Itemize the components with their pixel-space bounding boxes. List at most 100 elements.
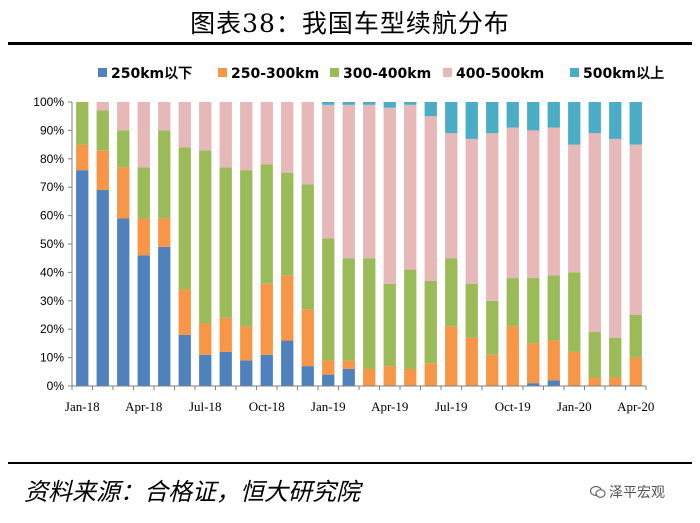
bar-segment — [486, 133, 499, 301]
bar-segment — [260, 354, 273, 386]
bar-segment — [383, 107, 396, 284]
bar-segment — [486, 354, 499, 386]
bar-segment — [158, 102, 171, 131]
bar-segment — [76, 170, 89, 386]
bar-segment — [486, 300, 499, 355]
bar-segment — [137, 255, 150, 386]
x-tick-label: Apr-19 — [371, 399, 408, 414]
bar-segment — [547, 127, 560, 276]
bar-segment — [199, 150, 212, 324]
bar-segment — [301, 366, 314, 386]
bar-segment — [445, 258, 458, 327]
bar-segment — [383, 283, 396, 367]
bar-segment — [568, 102, 581, 145]
bar-segment — [506, 102, 519, 128]
bar-segment — [117, 130, 130, 168]
y-tick-label: 0% — [47, 379, 65, 393]
bar-segment — [281, 340, 294, 386]
bar-segment — [322, 238, 335, 361]
x-tick-label: Jan-20 — [557, 399, 592, 414]
bar-segment — [445, 326, 458, 386]
bar-segment — [568, 351, 581, 386]
legend-label: 400-500km — [456, 66, 544, 82]
bar-segment — [342, 104, 355, 259]
bar-segment — [137, 218, 150, 256]
watermark-text: 泽平宏观 — [609, 485, 665, 501]
bar-segment — [158, 246, 171, 386]
x-tick-label: Jan-18 — [65, 399, 100, 414]
bar-segment — [588, 133, 601, 333]
title-divider — [8, 42, 692, 45]
legend-label: 250-300km — [231, 66, 319, 82]
y-tick-label: 100% — [33, 95, 64, 109]
y-tick-label: 70% — [40, 180, 64, 194]
bar-segment — [178, 102, 191, 148]
bar-segment — [527, 130, 540, 279]
bar-segment — [178, 334, 191, 386]
watermark: 泽平宏观 — [590, 482, 665, 502]
bar-segment — [178, 147, 191, 290]
bar-segment — [404, 269, 417, 369]
legend-label: 500km以上 — [583, 66, 664, 82]
bar-segment — [568, 144, 581, 273]
bar-segment — [629, 315, 642, 358]
legend-swatch — [570, 68, 579, 77]
legend-swatch — [218, 68, 227, 77]
bar-segment — [219, 102, 232, 168]
bar-segment — [219, 351, 232, 386]
bar-segment — [404, 102, 417, 105]
bar-segment — [527, 278, 540, 344]
bar-segment — [424, 280, 437, 364]
bar-segment — [629, 102, 642, 145]
bar-segment — [322, 102, 335, 105]
bar-segment — [322, 104, 335, 239]
bar-segment — [342, 102, 355, 105]
bar-segment — [465, 102, 478, 139]
bar-segment — [240, 102, 253, 171]
bar-segment — [363, 102, 376, 105]
bar-segment — [260, 283, 273, 355]
wechat-icon — [590, 485, 606, 498]
bar-segment — [486, 102, 499, 134]
bar-segment — [342, 360, 355, 369]
bar-segment — [527, 383, 540, 386]
y-tick-label: 90% — [40, 123, 64, 137]
footer-divider — [8, 462, 692, 464]
bar-segment — [363, 258, 376, 369]
bar-segment — [424, 116, 437, 281]
bar-segment — [199, 102, 212, 151]
legend-label: 300-400km — [343, 66, 431, 82]
y-tick-label: 50% — [40, 237, 64, 251]
bar-segment — [383, 366, 396, 386]
y-tick-label: 10% — [40, 351, 64, 365]
bar-segment — [547, 275, 560, 341]
bar-segment — [137, 102, 150, 168]
bar-segment — [424, 102, 437, 117]
bar-segment — [117, 102, 130, 131]
bar-segment — [588, 102, 601, 134]
chart-title: 图表38：我国车型续航分布 — [190, 9, 510, 38]
chart-axes: 0% 10% 20% 30% 40% 50% 60% 70% 80% 90% 100% Jan-18 A… — [33, 95, 654, 414]
bar-segment — [465, 138, 478, 284]
source-note: 资料来源：合格证，恒大研究院 — [24, 478, 360, 506]
bar-segment — [158, 130, 171, 219]
bar-segment — [301, 309, 314, 367]
bar-segment — [547, 380, 560, 386]
bar-segment — [404, 104, 417, 270]
bar-segment — [506, 278, 519, 327]
bar-segment — [219, 167, 232, 318]
y-tick-label: 80% — [40, 152, 64, 166]
bar-segment — [199, 354, 212, 386]
x-tick-label: Jul-19 — [435, 399, 468, 414]
bar-segment — [117, 167, 130, 219]
bar-segment — [547, 102, 560, 128]
bar-segment — [281, 102, 294, 173]
chart-legend: 250km以下 250-300km 300-400km 400-500km 500km以… — [98, 66, 664, 82]
bar-segment — [260, 164, 273, 284]
bar-segment — [363, 368, 376, 386]
bar-segment — [301, 184, 314, 310]
bar-segment — [219, 317, 232, 352]
bar-segment — [117, 218, 130, 386]
bar-segment — [465, 337, 478, 386]
bar-segment — [178, 289, 191, 335]
